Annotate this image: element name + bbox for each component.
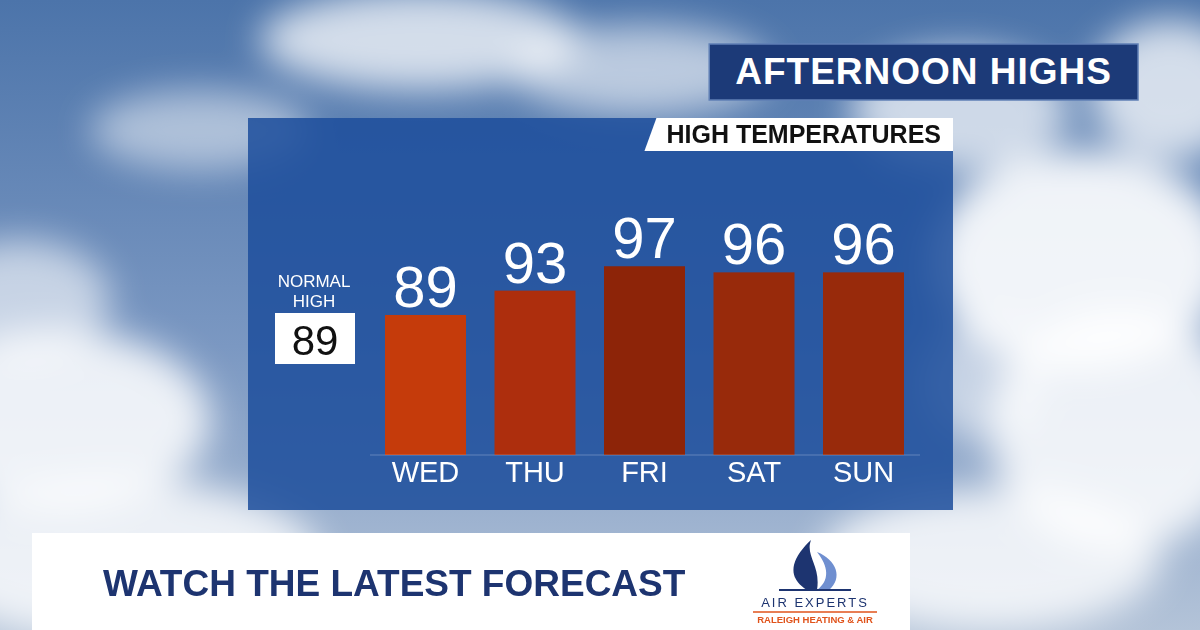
stage: AFTERNOON HIGHS HIGH TEMPERATURES 89 93 97 96…: [0, 0, 1200, 630]
bar: [495, 291, 576, 455]
bar: [385, 315, 466, 455]
x-tick-label: WED: [392, 456, 460, 488]
logo-flame: [793, 540, 817, 590]
subtitle: HIGH TEMPERATURES: [666, 120, 941, 148]
sponsor-logo: AIR EXPERTS RALEIGH HEATING & AIR: [753, 540, 877, 625]
bar: [714, 272, 795, 455]
data-label: 93: [503, 230, 568, 295]
data-label: 97: [612, 205, 677, 270]
title-box: [709, 44, 1138, 100]
bar: [823, 272, 904, 455]
logo-rule: [779, 589, 851, 591]
annotation-line: HIGH: [293, 292, 336, 311]
x-tick-label: FRI: [621, 456, 668, 488]
annotation-value: 89: [292, 317, 339, 364]
sponsor-name: AIR EXPERTS: [761, 595, 869, 610]
annotation-line: NORMAL: [278, 272, 351, 291]
logo-flame: [817, 552, 837, 590]
x-tick-label: SAT: [727, 456, 782, 488]
x-tick-labels: WED THU FRI SAT SUN: [392, 456, 894, 488]
bar: [604, 266, 685, 455]
data-labels: 89 93 97 96 96: [393, 205, 896, 319]
data-label: 96: [722, 211, 787, 276]
x-tick-label: SUN: [833, 456, 894, 488]
banner: [32, 533, 910, 630]
logo-underline: [753, 611, 877, 613]
subtitle-tag: [644, 118, 953, 151]
annotation-box: [275, 313, 355, 364]
data-label: 89: [393, 254, 458, 319]
banner-text: WATCH THE LATEST FORECAST: [103, 563, 686, 604]
bars: [385, 266, 904, 455]
panel: [248, 118, 953, 510]
annotation-label: NORMALHIGH: [278, 272, 351, 311]
data-label: 96: [831, 211, 896, 276]
title: AFTERNOON HIGHS: [735, 51, 1112, 92]
x-tick-label: THU: [505, 456, 565, 488]
sponsor-tagline: RALEIGH HEATING & AIR: [757, 614, 873, 625]
cloud: [0, 240, 110, 360]
